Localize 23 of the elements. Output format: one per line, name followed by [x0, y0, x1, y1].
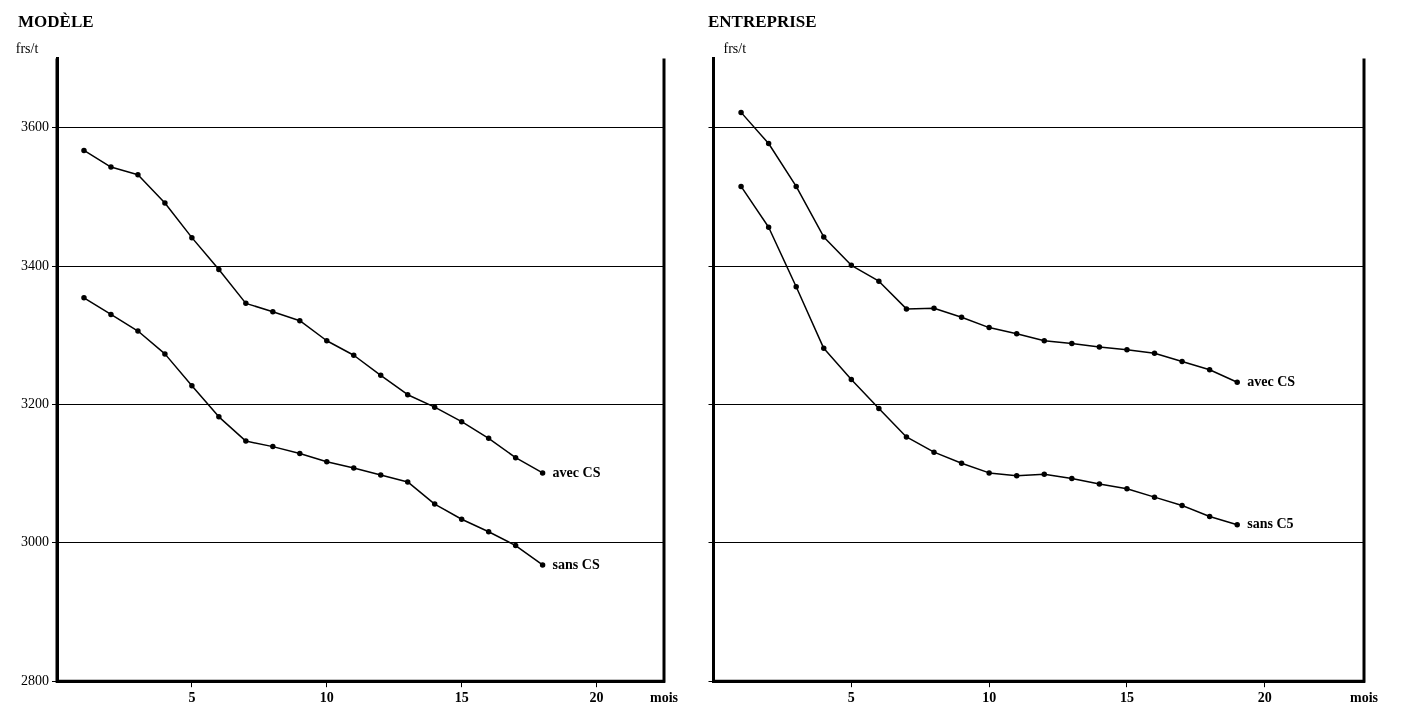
x-tick-label: 10: [982, 690, 997, 706]
series-label: sans C5: [1247, 516, 1294, 532]
y-tick-label: 3600: [21, 119, 49, 135]
x-axis-title: mois: [650, 689, 679, 705]
x-tick-label: 15: [454, 690, 469, 706]
series-label: avec CS: [1247, 373, 1296, 389]
y-tick-label: 3400: [21, 257, 49, 273]
x-tick-label: 5: [188, 690, 196, 706]
x-tick-label: 20: [589, 690, 604, 706]
x-tick-label: 10: [319, 690, 334, 706]
y-axis-title: frs/t: [15, 41, 39, 57]
y-axis-title: frs/t: [723, 41, 747, 57]
chart-title: MODÈLE: [18, 11, 94, 31]
y-tick-label: 3200: [21, 396, 49, 412]
chart-title: ENTREPRISE: [708, 11, 817, 31]
y-tick-label: 3000: [21, 534, 49, 550]
series-label: avec CS: [552, 464, 601, 480]
x-tick-label: 20: [1257, 690, 1272, 706]
x-axis-title: mois: [1350, 689, 1379, 705]
x-tick-label: 5: [847, 690, 855, 706]
series-label: sans CS: [552, 556, 600, 572]
y-tick-label: 2800: [21, 672, 49, 688]
x-tick-label: 15: [1119, 690, 1134, 706]
